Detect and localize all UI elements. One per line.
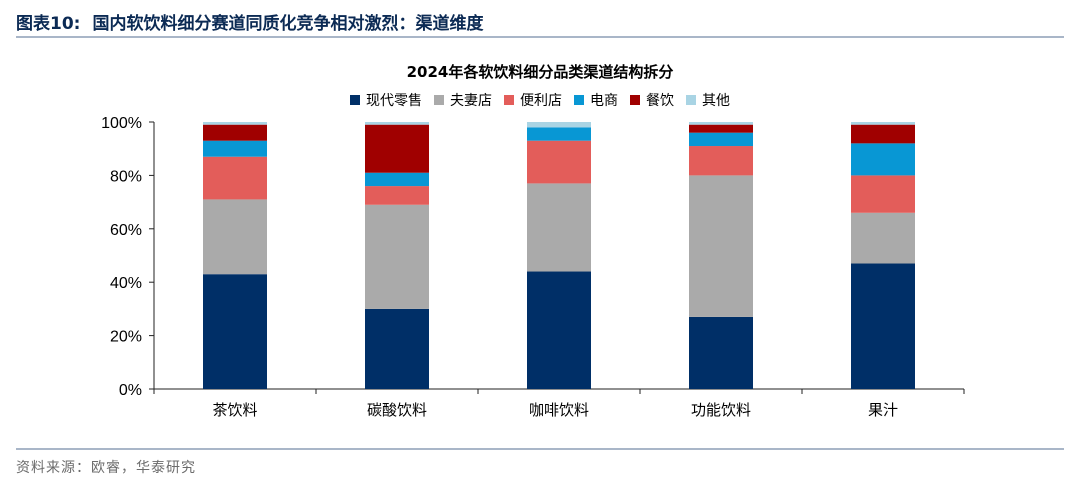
legend-item: 电商 <box>574 90 618 110</box>
legend-swatch <box>434 95 444 105</box>
bar-segment <box>365 308 429 389</box>
legend-label: 电商 <box>590 93 618 109</box>
x-tick-label: 碳酸饮料 <box>367 402 427 419</box>
legend-label: 夫妻店 <box>450 93 492 109</box>
bar-segment <box>851 124 915 144</box>
bar-segment <box>851 175 915 213</box>
y-tick-label: 100% <box>101 115 142 132</box>
x-tick-label: 咖啡饮料 <box>529 402 589 419</box>
figure-title: 图表10: 国内软饮料细分赛道同质化竞争相对激烈：渠道维度 <box>16 9 483 34</box>
bar-segment <box>851 212 915 264</box>
figure-number: 图表10: <box>16 14 81 34</box>
legend-item: 夫妻店 <box>434 90 492 110</box>
bar-segment <box>203 274 267 389</box>
legend-label: 现代零售 <box>366 93 422 109</box>
bar-segment <box>851 143 915 176</box>
bar-segment <box>689 146 753 176</box>
bar-segment <box>365 204 429 309</box>
legend-item: 现代零售 <box>350 90 422 110</box>
bar-segment <box>689 316 753 389</box>
bar-segment <box>203 156 267 200</box>
legend-label: 其他 <box>702 93 730 109</box>
bar-segment <box>851 263 915 389</box>
bar-segment <box>203 124 267 141</box>
y-tick-label: 60% <box>110 222 142 239</box>
y-tick-label: 40% <box>110 275 142 292</box>
legend-item: 餐饮 <box>630 90 674 110</box>
legend-item: 便利店 <box>504 90 562 110</box>
figure-footer: 资料来源：欧睿，华泰研究 <box>16 448 1064 476</box>
bar-segment <box>851 122 915 125</box>
y-tick-label: 80% <box>110 168 142 185</box>
bar-segment <box>365 172 429 187</box>
figure-title-text: 国内软饮料细分赛道同质化竞争相对激烈：渠道维度 <box>92 14 484 34</box>
bar-segment <box>527 271 591 389</box>
bar-segment <box>203 199 267 275</box>
bar-segment <box>527 140 591 184</box>
figure-header: 图表10: 国内软饮料细分赛道同质化竞争相对激烈：渠道维度 <box>16 4 1064 38</box>
bar-segment <box>203 140 267 157</box>
legend-item: 其他 <box>686 90 730 110</box>
stacked-bar-chart: 0% 20% 40% 60% 80% 100% 茶饮料 碳酸饮料 咖啡饮料 功能饮料 果汁 <box>101 115 965 419</box>
legend-swatch <box>504 95 514 105</box>
bar-segment <box>365 122 429 125</box>
source-note: 资料来源：欧睿，华泰研究 <box>16 460 196 476</box>
bar-segment <box>527 127 591 141</box>
legend-swatch <box>350 95 360 105</box>
legend-label: 便利店 <box>520 93 562 109</box>
bar-segment <box>689 122 753 125</box>
bar-segment <box>527 122 591 128</box>
bar-segment <box>689 175 753 317</box>
x-tick-label: 茶饮料 <box>212 402 257 419</box>
legend-swatch <box>574 95 584 105</box>
legend-label: 餐饮 <box>646 93 674 109</box>
bar-segment <box>689 124 753 133</box>
bar-segment <box>527 183 591 272</box>
y-tick-label: 20% <box>110 329 142 346</box>
bar-segment <box>365 124 429 173</box>
y-tick-label: 0% <box>119 382 142 399</box>
x-tick-label: 功能饮料 <box>691 402 751 419</box>
bar-segment <box>689 132 753 147</box>
legend-swatch <box>630 95 640 105</box>
chart-title: 2024年各软饮料细分品类渠道结构拆分 <box>406 63 674 81</box>
x-tick-label: 果汁 <box>868 402 898 419</box>
legend-swatch <box>686 95 696 105</box>
bar-segment <box>365 186 429 205</box>
bar-segment <box>203 122 267 125</box>
chart-legend: 现代零售 夫妻店 便利店 电商 餐饮 其他 <box>0 90 1080 110</box>
chart-container: 2024年各软饮料细分品类渠道结构拆分 现代零售 夫妻店 便利店 电商 餐饮 其他 0% 2… <box>0 50 1080 455</box>
